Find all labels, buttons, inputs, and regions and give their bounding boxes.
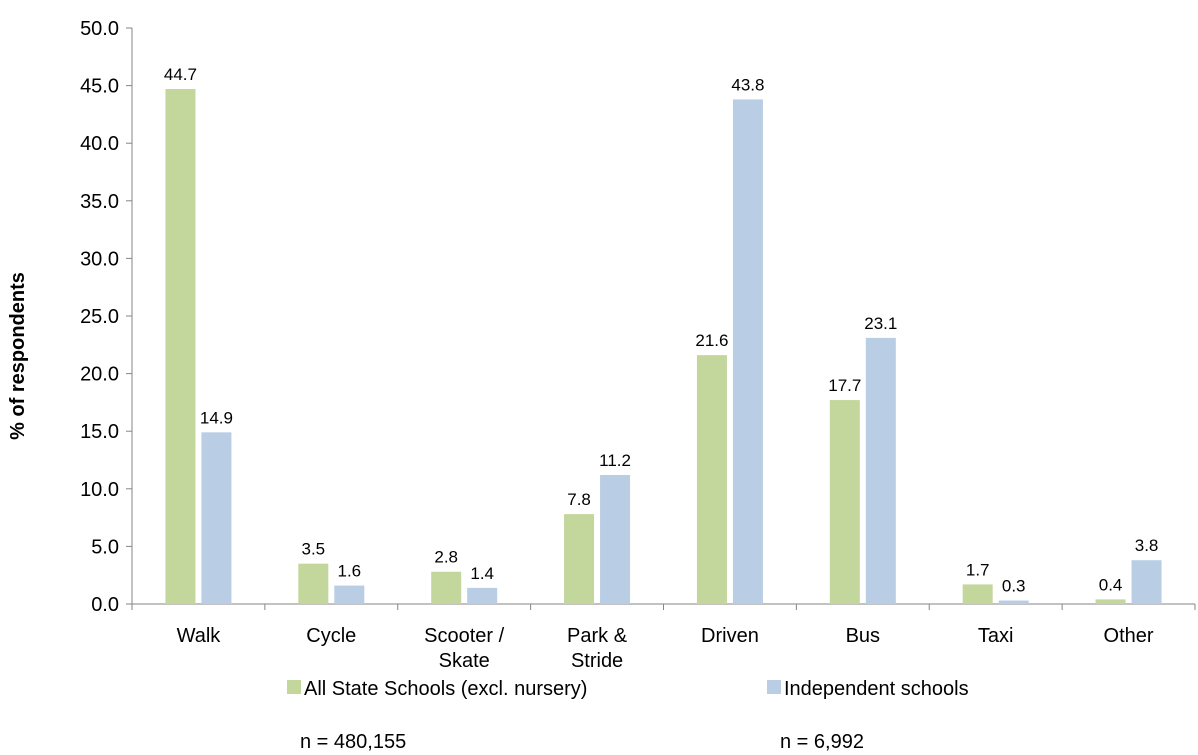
x-tick-label-line: Driven <box>701 625 759 647</box>
data-label-independent: 23.1 <box>864 314 897 333</box>
x-tick-label-line: Cycle <box>306 625 356 647</box>
bar-state <box>696 355 727 604</box>
data-label-state: 1.7 <box>966 560 990 579</box>
y-tick-label: 50.0 <box>80 18 119 40</box>
data-label-independent: 0.3 <box>1002 577 1026 596</box>
data-label-independent: 1.6 <box>337 562 361 581</box>
x-tick-label: Scooter / Skate <box>424 625 504 672</box>
bar-independent <box>334 585 365 604</box>
x-tick-label-line: Scooter / <box>424 625 504 647</box>
x-tick-label: Bus <box>846 625 880 647</box>
legend-note: n = 6,992 <box>780 731 864 753</box>
y-tick-label: 40.0 <box>80 133 119 155</box>
data-label-independent: 1.4 <box>470 564 494 583</box>
bar-independent <box>998 600 1029 604</box>
y-tick-label: 20.0 <box>80 364 119 386</box>
y-tick-label: 30.0 <box>80 248 119 270</box>
x-tick-label-line: Other <box>1104 625 1154 647</box>
data-label-state: 7.8 <box>567 490 591 509</box>
x-tick-label-line: Walk <box>177 625 222 647</box>
data-label-state: 44.7 <box>164 65 197 84</box>
y-axis-title: % of respondents <box>7 272 29 440</box>
data-label-state: 21.6 <box>695 331 728 350</box>
x-tick-label-line: Stride <box>571 650 623 672</box>
y-tick-label: 0.0 <box>91 594 119 616</box>
legend-swatch <box>767 680 781 694</box>
bar-state <box>829 400 860 604</box>
x-tick-label: Walk <box>177 625 222 647</box>
data-label-state: 2.8 <box>434 548 458 567</box>
data-label-state: 3.5 <box>301 540 325 559</box>
data-label-state: 17.7 <box>828 376 861 395</box>
x-tick-label: Park & Stride <box>567 625 628 672</box>
y-tick-label: 5.0 <box>91 536 119 558</box>
x-tick-label-line: Skate <box>439 650 490 672</box>
data-label-independent: 11.2 <box>599 451 631 470</box>
x-axis: Walk Cycle Scooter / Skate Park & Stride Drive… <box>131 603 1196 672</box>
bar-state <box>431 571 462 604</box>
bar-independent <box>600 474 631 604</box>
bar-independent <box>865 337 896 604</box>
legend-swatch <box>287 680 301 694</box>
y-tick-label: 15.0 <box>80 421 119 443</box>
y-axis: 0.0 5.0 10.0 15.0 20.0 25.0 30.0 35.0 40.0 45.0 50… <box>7 18 133 616</box>
bar-state <box>962 584 993 604</box>
legend: All State Schools (excl. nursery) n = 480… <box>287 678 969 753</box>
bars <box>165 89 1162 604</box>
bar-state <box>1095 599 1126 604</box>
x-tick-label-line: Bus <box>846 625 880 647</box>
x-tick-label: Cycle <box>306 625 356 647</box>
x-tick-label-line: Park & <box>567 625 628 647</box>
y-tick-label: 10.0 <box>80 479 119 501</box>
legend-label: All State Schools (excl. nursery) <box>304 678 587 700</box>
x-tick-label-line: Taxi <box>978 625 1014 647</box>
bar-independent <box>732 99 763 604</box>
bar-independent <box>1131 560 1162 604</box>
data-label-independent: 14.9 <box>200 408 233 427</box>
x-tick-label: Driven <box>701 625 759 647</box>
y-tick-label: 25.0 <box>80 306 119 328</box>
data-label-state: 0.4 <box>1099 575 1123 594</box>
x-tick-label: Taxi <box>978 625 1014 647</box>
data-labels: 44.7 14.9 3.5 1.6 2.8 1.4 7.8 11.2 21.6 43.8 17.7 2… <box>164 65 1158 595</box>
bar-independent <box>201 432 232 604</box>
bar-state <box>165 89 196 604</box>
data-label-independent: 43.8 <box>731 75 764 94</box>
legend-note: n = 480,155 <box>300 731 406 753</box>
bar-state <box>298 563 329 604</box>
legend-label: Independent schools <box>784 678 969 700</box>
bar-independent <box>467 587 498 604</box>
bar-state <box>564 514 595 604</box>
x-tick-label: Other <box>1104 625 1154 647</box>
y-tick-label: 45.0 <box>80 76 119 98</box>
y-tick-label: 35.0 <box>80 191 119 213</box>
data-label-independent: 3.8 <box>1135 536 1159 555</box>
